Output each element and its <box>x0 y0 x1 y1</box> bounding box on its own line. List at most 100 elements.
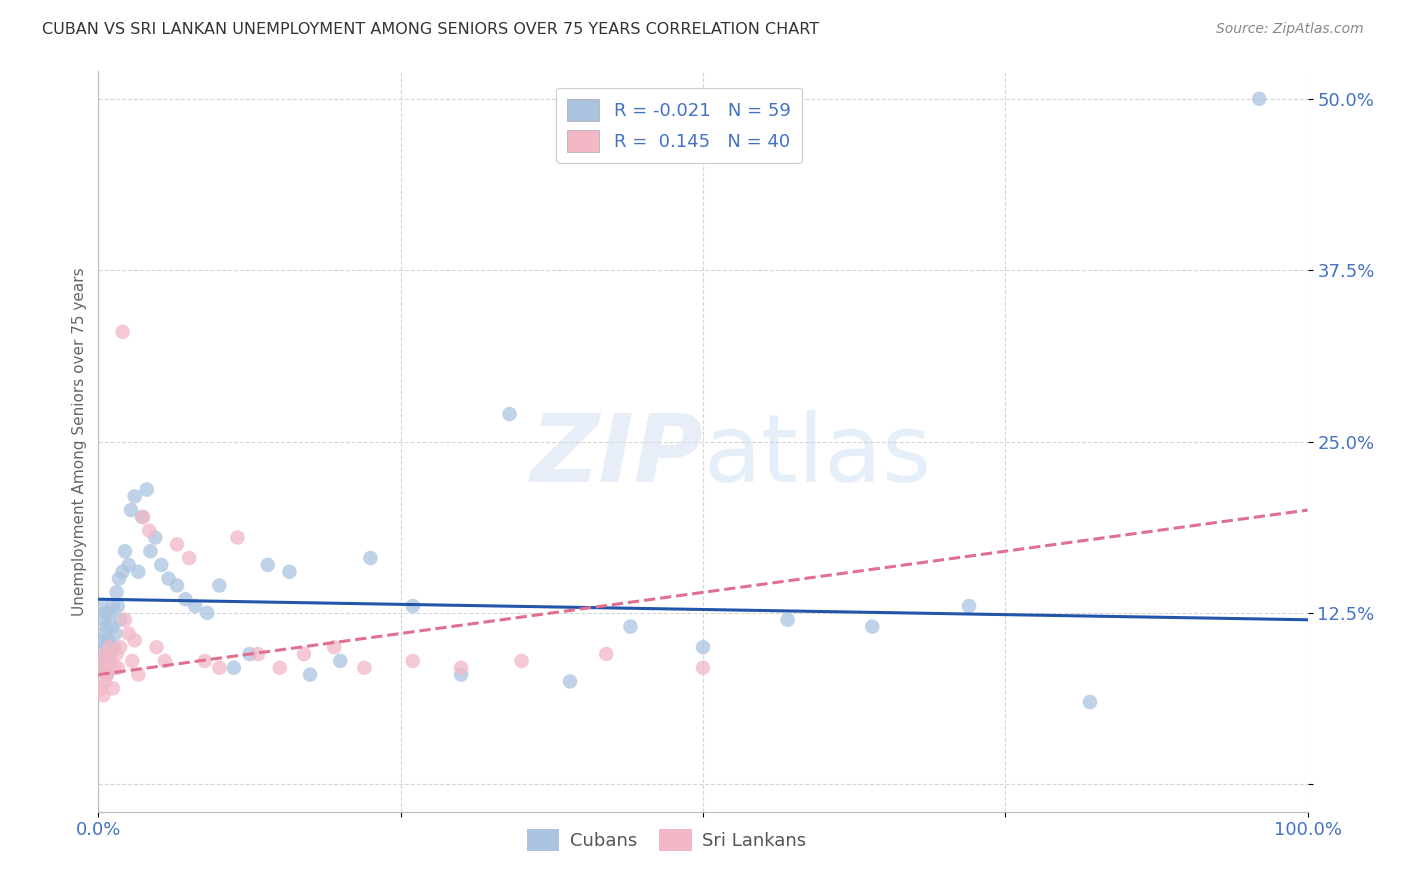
Point <box>184 599 207 613</box>
Point <box>360 551 382 566</box>
Point <box>138 524 160 538</box>
Point <box>121 654 143 668</box>
Point <box>93 640 115 655</box>
Point <box>776 613 799 627</box>
Point <box>93 654 115 668</box>
Point <box>107 661 129 675</box>
Point <box>97 661 120 675</box>
Point <box>174 592 197 607</box>
Point <box>353 661 375 675</box>
Point <box>256 558 278 572</box>
Point <box>1249 92 1271 106</box>
Point <box>91 613 114 627</box>
Point <box>108 613 131 627</box>
Point <box>91 661 114 675</box>
Point <box>595 647 617 661</box>
Point <box>860 619 883 633</box>
Point <box>114 613 136 627</box>
Point <box>247 647 270 661</box>
Point <box>1078 695 1101 709</box>
Point <box>98 606 121 620</box>
Point <box>166 537 188 551</box>
Point <box>111 325 134 339</box>
Point <box>510 654 533 668</box>
Point <box>402 599 425 613</box>
Point <box>143 531 166 545</box>
Legend: Cubans, Sri Lankans: Cubans, Sri Lankans <box>520 822 814 858</box>
Point <box>208 661 231 675</box>
Text: CUBAN VS SRI LANKAN UNEMPLOYMENT AMONG SENIORS OVER 75 YEARS CORRELATION CHART: CUBAN VS SRI LANKAN UNEMPLOYMENT AMONG S… <box>42 22 820 37</box>
Point <box>98 640 121 655</box>
Point <box>91 654 114 668</box>
Point <box>450 667 472 681</box>
Point <box>100 647 122 661</box>
Y-axis label: Unemployment Among Seniors over 75 years: Unemployment Among Seniors over 75 years <box>72 268 87 615</box>
Point <box>120 503 142 517</box>
Point <box>226 531 249 545</box>
Point <box>103 661 125 675</box>
Point <box>97 633 120 648</box>
Point <box>323 640 346 655</box>
Point <box>97 654 120 668</box>
Point <box>131 510 153 524</box>
Point <box>239 647 262 661</box>
Point <box>619 619 641 633</box>
Point <box>208 578 231 592</box>
Point <box>100 654 122 668</box>
Point <box>166 578 188 592</box>
Point <box>101 599 124 613</box>
Point <box>93 674 115 689</box>
Point <box>104 626 127 640</box>
Point <box>132 510 155 524</box>
Point <box>278 565 301 579</box>
Point <box>135 483 157 497</box>
Text: ZIP: ZIP <box>530 410 703 502</box>
Point <box>124 633 146 648</box>
Point <box>179 551 201 566</box>
Point <box>195 606 218 620</box>
Point <box>692 661 714 675</box>
Point <box>105 585 128 599</box>
Point <box>111 565 134 579</box>
Point <box>150 558 173 572</box>
Point <box>450 661 472 675</box>
Point <box>157 572 180 586</box>
Point <box>96 667 118 681</box>
Point <box>94 647 117 661</box>
Point <box>100 619 122 633</box>
Point <box>107 599 129 613</box>
Point <box>692 640 714 655</box>
Point <box>103 640 125 655</box>
Point <box>93 626 115 640</box>
Point <box>91 688 114 702</box>
Point <box>118 626 141 640</box>
Point <box>127 667 149 681</box>
Point <box>118 558 141 572</box>
Point <box>194 654 217 668</box>
Point <box>90 633 112 648</box>
Point <box>498 407 520 421</box>
Point <box>124 489 146 503</box>
Point <box>94 647 117 661</box>
Point <box>91 661 114 675</box>
Point <box>299 667 322 681</box>
Point <box>114 544 136 558</box>
Point <box>100 640 122 655</box>
Point <box>957 599 980 613</box>
Point <box>153 654 176 668</box>
Point <box>108 640 131 655</box>
Point <box>269 661 291 675</box>
Point <box>91 599 114 613</box>
Point <box>96 667 118 681</box>
Point <box>139 544 162 558</box>
Point <box>105 647 128 661</box>
Text: atlas: atlas <box>703 410 931 502</box>
Point <box>222 661 245 675</box>
Point <box>101 681 124 696</box>
Point <box>108 572 131 586</box>
Point <box>292 647 315 661</box>
Point <box>96 619 118 633</box>
Point <box>145 640 167 655</box>
Point <box>402 654 425 668</box>
Text: Source: ZipAtlas.com: Source: ZipAtlas.com <box>1216 22 1364 37</box>
